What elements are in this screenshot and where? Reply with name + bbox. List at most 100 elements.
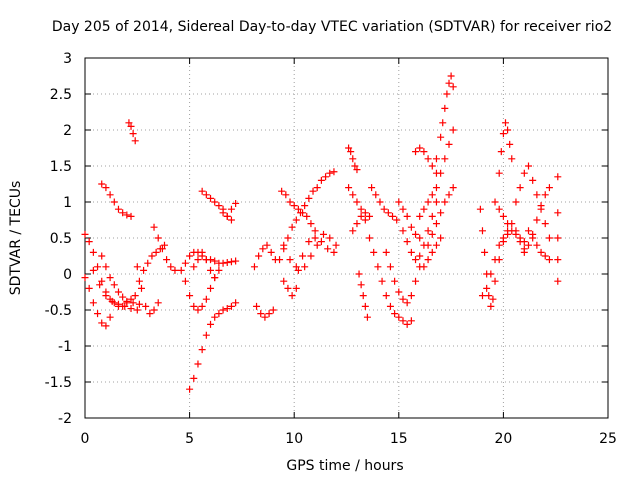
data-point xyxy=(219,259,227,267)
data-point xyxy=(349,155,357,163)
data-point xyxy=(366,234,374,242)
data-point xyxy=(326,169,334,177)
data-point xyxy=(424,198,432,206)
data-point xyxy=(428,248,436,256)
y-tick-label: 0.5 xyxy=(50,231,72,247)
data-point xyxy=(98,319,106,327)
series-group xyxy=(349,212,369,235)
data-point xyxy=(215,202,223,210)
data-point xyxy=(276,256,284,264)
data-point xyxy=(127,212,135,220)
data-point xyxy=(412,277,420,285)
series-group xyxy=(395,198,424,242)
data-point xyxy=(211,198,219,206)
data-point xyxy=(478,227,486,235)
data-point xyxy=(142,302,150,310)
data-point xyxy=(525,227,533,235)
data-point xyxy=(368,184,376,192)
data-point xyxy=(491,198,499,206)
data-point xyxy=(359,292,367,300)
data-point xyxy=(449,126,457,134)
data-point xyxy=(135,277,143,285)
data-point xyxy=(307,220,315,228)
data-point xyxy=(296,209,304,217)
data-point xyxy=(177,266,185,274)
series-group xyxy=(512,162,553,242)
data-point xyxy=(309,187,317,195)
data-point xyxy=(516,184,524,192)
data-point xyxy=(322,173,330,181)
x-tick-label: 0 xyxy=(81,431,90,447)
data-point xyxy=(211,257,219,265)
data-point xyxy=(127,305,135,313)
data-point xyxy=(194,256,202,264)
data-point xyxy=(219,306,227,314)
data-point xyxy=(428,191,436,199)
data-point xyxy=(123,211,131,219)
series-group xyxy=(424,184,457,249)
data-point xyxy=(85,238,93,246)
data-point xyxy=(345,184,353,192)
series-group xyxy=(525,227,553,264)
data-point xyxy=(370,248,378,256)
data-point xyxy=(227,302,235,310)
data-point xyxy=(263,241,271,249)
data-point xyxy=(129,130,137,138)
data-point xyxy=(223,305,231,313)
series-group xyxy=(276,168,338,264)
data-point xyxy=(223,258,231,266)
data-point xyxy=(520,248,528,256)
data-point xyxy=(294,266,302,274)
data-point xyxy=(483,284,491,292)
data-point xyxy=(114,205,122,213)
data-point xyxy=(541,191,549,199)
data-point xyxy=(399,317,407,325)
data-point xyxy=(545,234,553,242)
data-point xyxy=(299,252,307,260)
data-point xyxy=(485,292,493,300)
y-tick-label: 2.5 xyxy=(50,87,72,103)
data-point xyxy=(227,258,235,266)
data-point xyxy=(424,256,432,264)
data-point xyxy=(545,184,553,192)
data-point xyxy=(89,266,97,274)
data-point xyxy=(307,252,315,260)
data-point xyxy=(121,302,129,310)
data-point xyxy=(361,216,369,224)
series-group xyxy=(382,248,424,307)
data-point xyxy=(261,313,269,321)
data-point xyxy=(160,241,168,249)
series-group xyxy=(133,263,162,318)
series-group xyxy=(294,230,340,274)
data-point xyxy=(125,119,133,127)
series-group xyxy=(554,173,562,285)
data-point xyxy=(399,205,407,213)
series-group xyxy=(432,72,457,163)
data-point xyxy=(133,306,141,314)
data-point xyxy=(489,295,497,303)
data-point xyxy=(416,212,424,220)
data-point xyxy=(89,299,97,307)
data-point xyxy=(202,295,210,303)
data-point xyxy=(403,299,411,307)
data-point xyxy=(102,263,110,271)
data-point xyxy=(186,385,194,393)
series-group xyxy=(253,302,277,321)
data-point xyxy=(267,248,275,256)
data-point xyxy=(495,169,503,177)
data-point xyxy=(202,191,210,199)
data-point xyxy=(382,292,390,300)
data-point xyxy=(533,191,541,199)
data-point xyxy=(403,238,411,246)
x-tick-label: 10 xyxy=(285,431,303,447)
data-point xyxy=(167,263,175,271)
data-point xyxy=(525,241,533,249)
data-point xyxy=(219,205,227,213)
data-point xyxy=(81,230,89,238)
data-point xyxy=(554,209,562,217)
x-axis-label: GPS time / hours xyxy=(286,458,403,474)
data-point xyxy=(181,259,189,267)
y-tick-label: 0 xyxy=(63,267,72,283)
data-point xyxy=(207,284,215,292)
series-group xyxy=(89,266,141,314)
